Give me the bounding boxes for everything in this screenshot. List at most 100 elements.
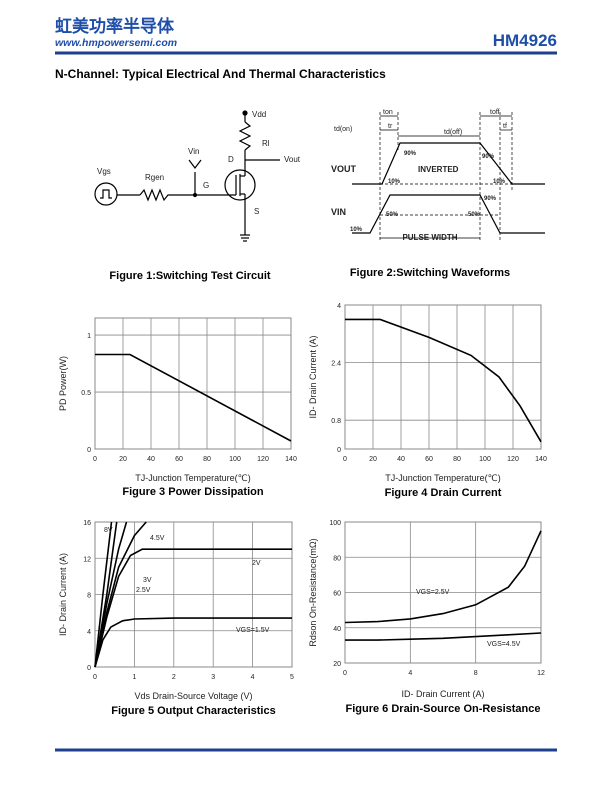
chart-title: Figure 5 Output Characteristics	[111, 705, 275, 717]
wave-label: 50%	[386, 212, 399, 218]
x-tick-label: 8	[474, 670, 478, 677]
wave-label: 10%	[493, 179, 506, 185]
data-line	[94, 617, 292, 668]
x-tick-label: 60	[425, 456, 433, 463]
wave-label: VIN	[331, 207, 346, 217]
x-tick-label: 3	[211, 674, 215, 681]
x-tick-label: 40	[397, 456, 405, 463]
series-label: 8V	[104, 527, 113, 534]
x-tick-label: 4	[408, 670, 412, 677]
circuit-label: S	[254, 207, 259, 216]
x-tick-label: 2	[172, 674, 176, 681]
wave-label: toff	[490, 109, 500, 116]
x-tick-label: 80	[203, 456, 211, 463]
x-tick-label: 120	[257, 456, 269, 463]
data-line	[95, 353, 292, 442]
circuit-label: Rgen	[145, 173, 164, 182]
y-axis-label: ID- Drain Current (A)	[308, 335, 318, 418]
x-axis-label: ID- Drain Current (A)	[401, 689, 484, 699]
x-tick-label: 0	[343, 456, 347, 463]
wave-label: 10%	[350, 227, 363, 233]
data-line	[345, 318, 542, 443]
y-tick-label: 2.4	[331, 361, 341, 368]
y-tick-label: 40	[333, 626, 341, 633]
x-tick-label: 140	[285, 456, 297, 463]
series-label: 4.5V	[150, 535, 165, 542]
y-tick-label: 80	[333, 555, 341, 562]
circuit-label: Rl	[262, 139, 270, 148]
x-tick-label: 100	[229, 456, 241, 463]
y-tick-label: 0	[87, 447, 91, 454]
url: www.hmpowersemi.com	[55, 37, 177, 49]
data-line	[94, 548, 292, 668]
wave-label: td(on)	[334, 126, 352, 133]
data-line	[345, 632, 542, 641]
x-tick-label: 20	[369, 456, 377, 463]
logo: 虹美功率半导体	[55, 16, 175, 36]
x-axis-label: TJ-Junction Temperature(℃)	[385, 473, 500, 483]
y-tick-label: 1	[87, 333, 91, 340]
wave-label: 90%	[482, 154, 495, 160]
y-tick-label: 60	[333, 591, 341, 598]
wave-label: td(off)	[444, 129, 462, 136]
series-label: VGS=2.5V	[416, 589, 450, 596]
wave-label: ton	[383, 109, 393, 116]
data-line	[94, 521, 113, 668]
chart-title: Figure 4 Drain Current	[385, 487, 502, 499]
switching-waveforms	[352, 112, 545, 240]
test-circuit	[94, 110, 280, 242]
x-tick-label: 5	[290, 674, 294, 681]
circuit-label: Vin	[188, 147, 199, 156]
part-number: HM4926	[493, 31, 557, 50]
data-line	[94, 521, 128, 668]
x-tick-label: 120	[507, 456, 519, 463]
wave-label: INVERTED	[418, 165, 459, 174]
wave-label: 10%	[388, 179, 401, 185]
wave-label: 90%	[404, 151, 417, 157]
y-tick-label: 8	[87, 593, 91, 600]
y-axis-label: ID- Drain Current (A)	[58, 553, 68, 636]
x-tick-label: 100	[479, 456, 491, 463]
series-label: 2V	[252, 560, 261, 567]
figure-caption: Figure 2:Switching Waveforms	[350, 267, 510, 279]
circuit-label: Vdd	[252, 110, 266, 119]
x-tick-label: 140	[535, 456, 547, 463]
y-tick-label: 0	[87, 665, 91, 672]
x-tick-label: 1	[132, 674, 136, 681]
circuit-label: Vgs	[97, 167, 111, 176]
x-axis-label: TJ-Junction Temperature(℃)	[135, 473, 250, 483]
y-axis-label: Rdson On-Resistance(mΩ)	[308, 538, 318, 646]
plot-area	[94, 317, 292, 450]
y-tick-label: 0	[337, 447, 341, 454]
y-tick-label: 4	[337, 303, 341, 310]
wave-label: 90%	[484, 196, 497, 202]
circuit-label: G	[203, 181, 209, 190]
wave-label: PULSE WIDTH	[402, 233, 457, 242]
y-axis-label: PD Power(W)	[58, 356, 68, 411]
y-tick-label: 12	[83, 556, 91, 563]
data-line	[344, 530, 542, 624]
x-tick-label: 60	[175, 456, 183, 463]
x-tick-label: 20	[119, 456, 127, 463]
y-tick-label: 20	[333, 661, 341, 668]
x-tick-label: 0	[93, 674, 97, 681]
figure-caption: Figure 1:Switching Test Circuit	[109, 270, 270, 282]
y-tick-label: 4	[87, 629, 91, 636]
circuit-label: D	[228, 155, 234, 164]
y-tick-label: 100	[329, 520, 341, 527]
series-label: 2.5V	[136, 587, 151, 594]
series-label: VGS=1.5V	[236, 627, 270, 634]
chart-title: Figure 3 Power Dissipation	[122, 486, 263, 498]
x-tick-label: 0	[93, 456, 97, 463]
x-tick-label: 4	[251, 674, 255, 681]
y-tick-label: 0.5	[81, 390, 91, 397]
wave-label: tr	[388, 123, 393, 130]
chart-title: Figure 6 Drain-Source On-Resistance	[346, 703, 541, 715]
y-tick-label: 0.8	[331, 418, 341, 425]
series-label: 3V	[143, 577, 152, 584]
circuit-label: Vout	[284, 155, 301, 164]
plot-area	[344, 304, 542, 450]
x-tick-label: 0	[343, 670, 347, 677]
wave-label: tf	[503, 123, 507, 130]
